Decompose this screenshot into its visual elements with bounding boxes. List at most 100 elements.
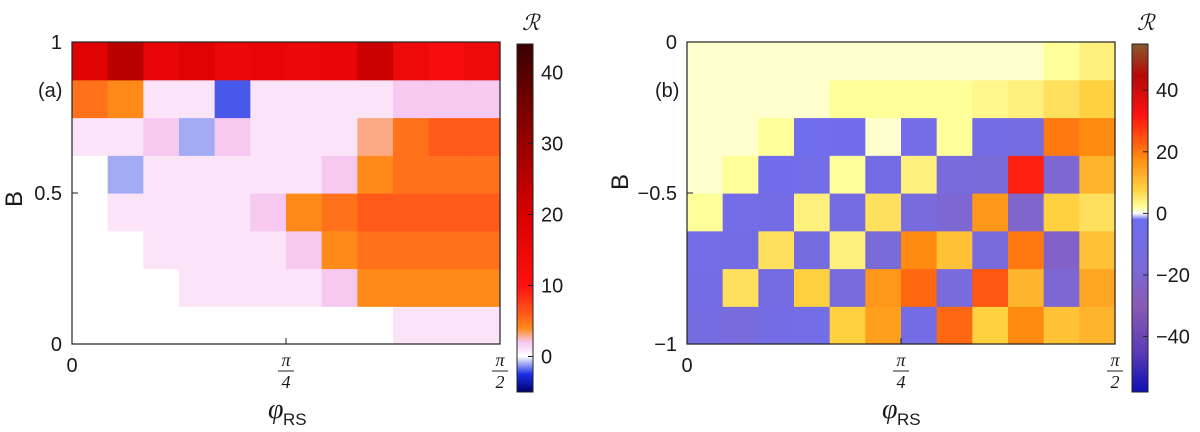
heatmap-cell xyxy=(901,268,938,307)
heatmap-cell xyxy=(972,230,1009,270)
heatmap-cell xyxy=(972,268,1009,307)
heatmap-cell xyxy=(1079,230,1116,270)
heatmap-cell xyxy=(936,306,973,345)
x-tick-label-numerator: π xyxy=(896,350,906,370)
heatmap-cell xyxy=(72,155,109,194)
heatmap-cell xyxy=(794,306,831,345)
heatmap-cell xyxy=(72,268,109,307)
heatmap-cell xyxy=(1079,268,1116,307)
heatmap-cell xyxy=(687,306,724,345)
heatmap-cell xyxy=(758,193,795,232)
heatmap-cell xyxy=(1079,155,1116,194)
heatmap-cell xyxy=(1008,268,1045,307)
colorbar-ticks-b: −40 −20 0 20 40 xyxy=(1143,80,1190,349)
heatmap-cell xyxy=(865,268,902,307)
heatmap-cell xyxy=(829,155,866,194)
heatmap-cell xyxy=(143,79,180,119)
y-tick-label: 0 xyxy=(666,32,677,54)
heatmap-cell xyxy=(972,117,1009,156)
y-tick-label: 0.5 xyxy=(34,183,62,205)
heatmap-cell xyxy=(972,306,1009,345)
heatmap-cell xyxy=(901,79,938,119)
heatmap-cell xyxy=(794,230,831,270)
heatmap-cell xyxy=(393,306,430,345)
y-axis-label-a: B xyxy=(1,191,28,207)
heatmap-cell xyxy=(687,268,724,307)
heatmap-cell xyxy=(357,42,394,81)
heatmap-cell xyxy=(1043,230,1080,270)
heatmap-cell xyxy=(722,79,759,119)
heatmap-cells-b xyxy=(687,42,1116,345)
heatmap-cell xyxy=(794,155,831,194)
heatmap-cell xyxy=(901,230,938,270)
heatmap-cell xyxy=(393,155,430,194)
heatmap-cell xyxy=(72,79,109,119)
heatmap-cell xyxy=(72,306,109,345)
heatmap-cell xyxy=(286,42,323,81)
heatmap-cell xyxy=(286,193,323,232)
heatmap-cell xyxy=(107,117,144,156)
colorbar-b xyxy=(1132,44,1148,392)
heatmap-cell xyxy=(464,79,501,119)
heatmap-cell xyxy=(214,42,251,81)
heatmap-cell xyxy=(214,117,251,156)
heatmap-cell xyxy=(107,306,144,345)
heatmap-cell xyxy=(865,79,902,119)
heatmap-cell xyxy=(794,79,831,119)
heatmap-cell xyxy=(321,79,358,119)
heatmap-cell xyxy=(758,79,795,119)
x-tick-label-denominator: 2 xyxy=(496,372,505,392)
heatmap-cell xyxy=(1008,42,1045,81)
heatmap-cell xyxy=(393,268,430,307)
heatmap-cell xyxy=(722,42,759,81)
heatmap-cell xyxy=(464,306,501,345)
heatmap-cell xyxy=(1008,117,1045,156)
x-axis-label-b: φ xyxy=(882,394,898,425)
heatmap-cell xyxy=(1008,79,1045,119)
heatmap-cell xyxy=(393,230,430,270)
panel-label-b: (b) xyxy=(655,80,679,102)
heatmap-cell xyxy=(794,268,831,307)
heatmap-cell xyxy=(393,79,430,119)
heatmap-cell xyxy=(1043,268,1080,307)
heatmap-cell xyxy=(72,230,109,270)
heatmap-cell xyxy=(936,79,973,119)
heatmap-cell xyxy=(865,230,902,270)
heatmap-cell xyxy=(865,306,902,345)
heatmap-cell xyxy=(428,79,465,119)
heatmap-cell xyxy=(758,306,795,345)
heatmap-cell xyxy=(829,79,866,119)
heatmap-cell xyxy=(1043,42,1080,81)
heatmap-cell xyxy=(865,42,902,81)
heatmap-cell xyxy=(1043,193,1080,232)
heatmap-cell xyxy=(321,306,358,345)
heatmap-cell xyxy=(1008,230,1045,270)
heatmap-cell xyxy=(286,268,323,307)
heatmap-cell xyxy=(464,42,501,81)
colorbar-label-b: ℛ xyxy=(1137,10,1156,35)
heatmap-cell xyxy=(214,230,251,270)
heatmap-cell xyxy=(107,79,144,119)
colorbar-tick-label: 20 xyxy=(541,204,563,226)
x-tick-label-denominator: 2 xyxy=(1111,372,1120,392)
heatmap-cell xyxy=(936,42,973,81)
heatmap-cell xyxy=(143,155,180,194)
heatmap-cell xyxy=(393,193,430,232)
heatmap-cell xyxy=(794,42,831,81)
heatmap-cell xyxy=(107,42,144,81)
heatmap-cell xyxy=(179,193,216,232)
y-tick-label: −0.5 xyxy=(638,183,677,205)
heatmap-cell xyxy=(829,230,866,270)
heatmap-cell xyxy=(428,117,465,156)
heatmap-cell xyxy=(428,306,465,345)
colorbar-tick-label: 40 xyxy=(1156,80,1178,102)
heatmap-cell xyxy=(758,230,795,270)
heatmap-cell xyxy=(1008,306,1045,345)
heatmap-cell xyxy=(687,193,724,232)
heatmap-cell xyxy=(936,117,973,156)
heatmap-cell xyxy=(357,306,394,345)
heatmap-cells-a xyxy=(72,42,501,345)
colorbar-tick-label: 40 xyxy=(541,62,563,84)
